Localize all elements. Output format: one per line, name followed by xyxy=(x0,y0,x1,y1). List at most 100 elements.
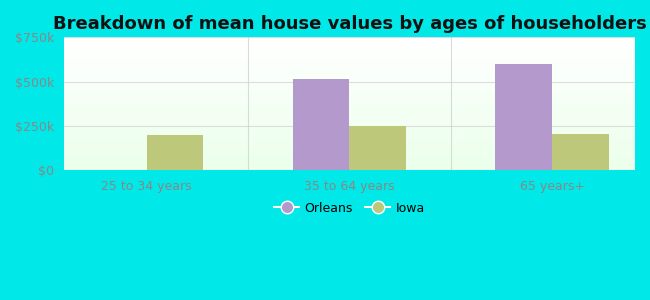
Bar xyxy=(64,146,635,147)
Bar xyxy=(64,120,635,121)
Bar xyxy=(64,133,635,134)
Bar xyxy=(64,77,635,78)
Bar xyxy=(64,142,635,143)
Bar xyxy=(64,76,635,77)
Bar xyxy=(64,107,635,108)
Bar xyxy=(64,97,635,98)
Bar xyxy=(64,126,635,127)
Bar xyxy=(64,147,635,148)
Bar xyxy=(64,61,635,62)
Bar xyxy=(64,118,635,119)
Bar xyxy=(64,158,635,159)
Bar xyxy=(64,85,635,86)
Bar xyxy=(64,169,635,170)
Bar xyxy=(64,66,635,67)
Bar xyxy=(64,105,635,106)
Bar xyxy=(64,160,635,161)
Bar xyxy=(64,154,635,155)
Bar xyxy=(64,95,635,96)
Bar xyxy=(64,111,635,112)
Bar xyxy=(64,50,635,51)
Bar xyxy=(64,73,635,74)
Bar xyxy=(64,59,635,60)
Bar xyxy=(64,63,635,64)
Title: Breakdown of mean house values by ages of householders: Breakdown of mean house values by ages o… xyxy=(53,15,646,33)
Bar xyxy=(64,87,635,88)
Bar xyxy=(64,153,635,154)
Bar xyxy=(64,136,635,137)
Bar xyxy=(64,54,635,55)
Bar xyxy=(64,155,635,156)
Bar xyxy=(64,140,635,141)
Bar xyxy=(64,57,635,58)
Bar xyxy=(64,150,635,151)
Bar xyxy=(64,129,635,130)
Bar xyxy=(64,89,635,90)
Bar xyxy=(64,103,635,104)
Bar xyxy=(64,104,635,105)
Bar xyxy=(64,42,635,43)
Bar xyxy=(64,86,635,87)
Bar xyxy=(64,48,635,49)
Bar xyxy=(64,44,635,45)
Bar xyxy=(64,106,635,107)
Bar xyxy=(64,152,635,153)
Bar xyxy=(64,122,635,123)
Bar xyxy=(64,145,635,146)
Bar xyxy=(64,102,635,103)
Bar xyxy=(64,79,635,80)
Bar xyxy=(64,67,635,68)
Bar xyxy=(64,74,635,75)
Bar xyxy=(64,144,635,145)
Bar xyxy=(64,90,635,91)
Bar xyxy=(64,148,635,149)
Bar xyxy=(64,39,635,40)
Bar xyxy=(64,93,635,94)
Bar xyxy=(64,40,635,41)
Bar xyxy=(64,167,635,168)
Bar xyxy=(64,92,635,93)
Bar xyxy=(147,135,203,170)
Bar xyxy=(64,75,635,76)
Bar xyxy=(64,112,635,113)
Bar xyxy=(64,124,635,125)
Bar xyxy=(64,49,635,50)
Bar xyxy=(64,52,635,53)
Bar xyxy=(64,149,635,150)
Bar xyxy=(64,72,635,73)
Bar xyxy=(64,116,635,117)
Bar xyxy=(64,135,635,136)
Bar xyxy=(64,83,635,84)
Bar xyxy=(64,45,635,46)
Bar xyxy=(64,113,635,114)
Bar xyxy=(64,55,635,56)
Bar xyxy=(64,163,635,164)
Bar xyxy=(64,168,635,169)
Bar xyxy=(64,100,635,101)
Bar xyxy=(64,125,635,126)
Bar xyxy=(64,53,635,54)
Bar xyxy=(64,157,635,158)
Bar xyxy=(64,132,635,133)
Bar xyxy=(64,51,635,52)
Bar xyxy=(64,164,635,165)
Bar xyxy=(64,58,635,59)
Bar xyxy=(64,68,635,69)
Bar xyxy=(64,78,635,79)
Bar xyxy=(350,126,406,170)
Bar xyxy=(64,64,635,65)
Legend: Orleans, Iowa: Orleans, Iowa xyxy=(269,197,430,220)
Bar xyxy=(552,134,609,170)
Bar xyxy=(64,115,635,116)
Bar xyxy=(64,114,635,115)
Bar xyxy=(64,110,635,111)
Bar xyxy=(64,94,635,95)
Bar xyxy=(64,80,635,81)
Bar xyxy=(292,79,350,170)
Bar xyxy=(64,82,635,83)
Bar xyxy=(64,118,635,119)
Bar xyxy=(64,117,635,118)
Bar xyxy=(64,60,635,61)
Bar xyxy=(64,119,635,120)
Bar xyxy=(64,123,635,124)
